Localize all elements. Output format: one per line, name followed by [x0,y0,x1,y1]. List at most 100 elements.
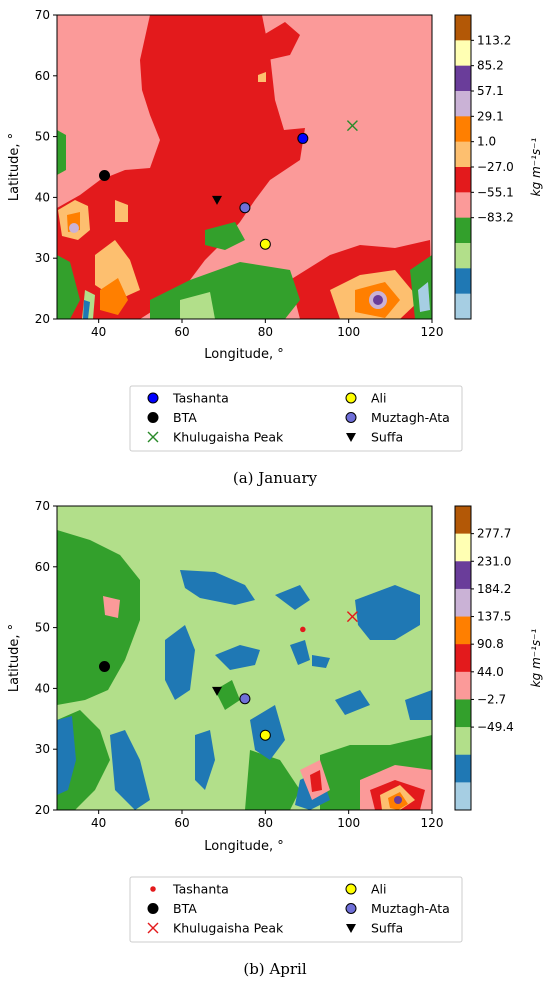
legend-marker [345,412,357,423]
legend-marker [346,433,356,442]
panel-b-frame [56,505,433,811]
x-tick-label: 60 [174,816,189,830]
y-tick-label: 60 [35,560,50,574]
panel-a-ylabel: Latitude, ° [7,133,22,201]
station-marker-ali [259,729,271,741]
caption-a-tag: (a) [232,469,254,487]
colorbar-swatch [455,167,471,193]
panel-b-colorbar-label: kg m⁻¹s⁻¹ [529,629,543,688]
legend-marker [345,903,357,914]
legend-label: Ali [371,391,387,406]
y-tick-label: 40 [35,190,50,204]
legend-marker [147,903,159,914]
colorbar-tick-label: 90.8 [477,637,504,651]
legend-label: Ali [371,882,387,897]
y-tick-label: 70 [35,8,50,22]
panel-b-axes: 40 60 80 100 120 20 30 40 50 60 70 [35,499,444,830]
station-marker-khulugaisha-peak [346,611,358,623]
colorbar-swatch [455,40,471,66]
x-tick-label: 60 [174,325,189,339]
panel-b-field [57,506,432,810]
station-marker-suffa [212,686,222,696]
station-marker-bta [99,170,110,182]
station-marker-khulugaisha-peak [346,120,358,132]
colorbar-tick-label: 231.0 [477,554,511,568]
station-marker-suffa [212,195,222,205]
colorbar-swatch [455,727,471,756]
panel-a-axes: 40 60 80 100 120 20 30 40 50 60 70 [35,8,444,339]
y-tick-label: 30 [35,742,50,756]
caption-b-tag: (b) [243,960,265,978]
legend-marker [147,392,159,404]
colorbar-swatch [455,644,471,673]
station-marker-muztagh-ata [239,202,251,214]
panel-b-colorbar: 277.7 231.0 184.2 137.5 90.8 44.0 −2.7 −49.4 [454,505,514,811]
panel-b: 40 60 80 100 120 20 30 40 50 60 70 Longitude, ° La… [7,499,543,943]
colorbar-swatch [455,699,471,728]
legend-label: Muztagh-Ata [371,410,450,425]
legend-marker [150,886,156,892]
station-marker-tashanta [297,132,309,144]
caption-b: (b) April [0,960,550,978]
colorbar-swatch [455,268,471,294]
legend-label: Khulugaisha Peak [173,921,284,936]
station-marker-tashanta [300,626,306,633]
colorbar-tick-label: −27.0 [477,160,514,174]
y-tick-label: 40 [35,681,50,695]
legend-marker [147,922,159,934]
legend-label: BTA [173,410,197,425]
colorbar-swatch [455,243,471,269]
colorbar-tick-label: −2.7 [477,692,506,706]
colorbar-tick-label: 184.2 [477,582,511,596]
panel-b-stations [99,611,358,741]
caption-a-text: January [258,469,318,487]
panel-a: 40 60 80 100 120 20 30 40 50 60 70 Longitude, ° La… [7,8,543,452]
station-marker-muztagh-ata [239,693,251,705]
legend-marker [147,431,159,443]
colorbar-swatch [455,65,471,92]
colorbar-tick-label: 85.2 [477,59,504,73]
panel-a-legend: Tashanta BTA Khulugaisha Peak Ali Muztagh-At… [129,385,463,452]
colorbar-swatch [455,15,471,41]
station-marker-bta [99,661,110,673]
station-marker-ali [259,238,271,250]
panel-a-colorbar-label: kg m⁻¹s⁻¹ [529,138,543,197]
legend-label: Tashanta [172,882,229,897]
colorbar-tick-label: −83.2 [477,211,514,225]
panel-a-frame [56,14,433,320]
caption-b-text: April [269,960,307,978]
colorbar-swatch [455,293,471,320]
colorbar-frame [454,505,472,811]
y-tick-label: 70 [35,499,50,513]
colorbar-tick-label: −49.4 [477,720,514,734]
y-tick-label: 60 [35,69,50,83]
colorbar-tick-label: 29.1 [477,109,504,123]
y-tick-label: 30 [35,251,50,265]
x-tick-label: 40 [91,816,106,830]
x-tick-label: 100 [337,816,360,830]
colorbar-swatch [455,588,471,617]
colorbar-swatch [455,782,471,811]
colorbar-swatch [455,754,471,783]
colorbar-tick-label: 113.2 [477,33,511,47]
panel-a-stations [99,120,358,250]
panel-a-field [57,15,432,319]
legend-marker [345,883,357,895]
x-tick-label: 40 [91,325,106,339]
panel-b-legend: Tashanta BTA Khulugaisha Peak Ali Muztagh-At… [129,876,463,943]
colorbar-swatch [455,671,471,700]
legend-box [129,876,463,943]
legend-label: BTA [173,901,197,916]
x-tick-label: 120 [421,816,444,830]
y-tick-label: 20 [35,803,50,817]
panel-a-xlabel: Longitude, ° [204,347,283,362]
caption-a: (a) January [0,469,550,487]
colorbar-swatch [455,141,471,168]
panel-b-ylabel: Latitude, ° [7,624,22,692]
legend-label: Suffa [371,430,403,445]
y-tick-label: 20 [35,312,50,326]
colorbar-swatch [455,533,471,562]
legend-marker [147,412,159,423]
legend-box [129,385,463,452]
